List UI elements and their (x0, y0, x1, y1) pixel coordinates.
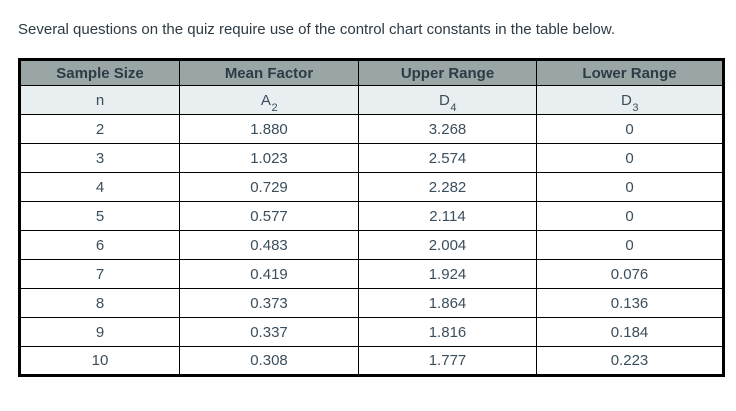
table-cell: 1.777 (358, 346, 537, 376)
table-cell: 1.816 (358, 317, 537, 347)
table-symbol-row: n A2 D4 D3 (19, 85, 724, 115)
column-header: Upper Range (358, 59, 537, 86)
table-cell: 0.729 (179, 172, 359, 202)
table-cell: 0 (536, 172, 724, 202)
table-cell: 0.136 (536, 288, 724, 318)
symbol-cell: n (19, 85, 180, 115)
table-cell: 0.483 (179, 230, 359, 260)
table-cell: 0.184 (536, 317, 724, 347)
table-cell: 2 (19, 114, 180, 144)
table-cell: 0.223 (536, 346, 724, 376)
table-cell: 8 (19, 288, 180, 318)
column-header: Lower Range (536, 59, 724, 86)
table-row: 6 0.483 2.004 0 (19, 230, 724, 260)
table-row: 4 0.729 2.282 0 (19, 172, 724, 202)
symbol-cell: D3 (536, 85, 724, 115)
intro-text: Several questions on the quiz require us… (18, 21, 616, 38)
table-cell: 0.577 (179, 201, 359, 231)
table-cell: 0 (536, 230, 724, 260)
quiz-content-area: Several questions on the quiz require us… (18, 21, 725, 377)
table-row: 10 0.308 1.777 0.223 (19, 346, 724, 376)
table-row: 2 1.880 3.268 0 (19, 114, 724, 144)
table-row: 9 0.337 1.816 0.184 (19, 317, 724, 347)
symbol-cell: D4 (358, 85, 537, 115)
table-cell: 6 (19, 230, 180, 260)
table-cell: 2.574 (358, 143, 537, 173)
table-cell: 0 (536, 143, 724, 173)
table-header-row: Sample Size Mean Factor Upper Range Lower R… (19, 59, 724, 86)
table-cell: 0.076 (536, 259, 724, 289)
control-chart-constants-table: Sample Size Mean Factor Upper Range Lower R… (18, 58, 725, 377)
table-cell: 0.308 (179, 346, 359, 376)
symbol-cell: A2 (179, 85, 359, 115)
table-cell: 1.023 (179, 143, 359, 173)
table-cell: 2.004 (358, 230, 537, 260)
table-cell: 2.282 (358, 172, 537, 202)
table-row: 8 0.373 1.864 0.136 (19, 288, 724, 318)
table-cell: 0.337 (179, 317, 359, 347)
table-cell: 4 (19, 172, 180, 202)
table-cell: 0 (536, 201, 724, 231)
table-cell: 7 (19, 259, 180, 289)
column-header: Sample Size (19, 59, 180, 86)
table-cell: 3.268 (358, 114, 537, 144)
table-row: 3 1.023 2.574 0 (19, 143, 724, 173)
table-row: 5 0.577 2.114 0 (19, 201, 724, 231)
table-cell: 1.924 (358, 259, 537, 289)
table-cell: 0.373 (179, 288, 359, 318)
table-cell: 1.880 (179, 114, 359, 144)
table-cell: 9 (19, 317, 180, 347)
table-cell: 5 (19, 201, 180, 231)
table-cell: 0.419 (179, 259, 359, 289)
table-cell: 0 (536, 114, 724, 144)
table-row: 7 0.419 1.924 0.076 (19, 259, 724, 289)
table-cell: 10 (19, 346, 180, 376)
column-header: Mean Factor (179, 59, 359, 86)
table-cell: 1.864 (358, 288, 537, 318)
table-cell: 3 (19, 143, 180, 173)
table-cell: 2.114 (358, 201, 537, 231)
